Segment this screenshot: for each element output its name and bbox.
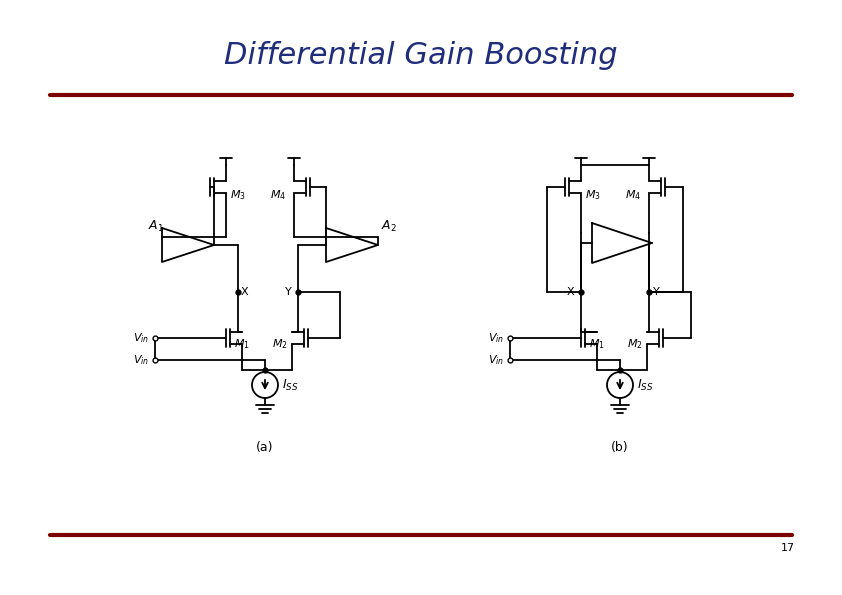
Text: $A_2$: $A_2$ bbox=[381, 219, 397, 234]
Text: $I_{SS}$: $I_{SS}$ bbox=[282, 378, 299, 393]
Text: $M_2$: $M_2$ bbox=[627, 337, 642, 351]
Text: 17: 17 bbox=[781, 543, 795, 553]
Text: X: X bbox=[241, 287, 248, 297]
Text: Differential Gain Boosting: Differential Gain Boosting bbox=[224, 40, 618, 70]
Text: $M_3$: $M_3$ bbox=[230, 188, 246, 202]
Text: $M_1$: $M_1$ bbox=[234, 337, 250, 351]
Text: $M_2$: $M_2$ bbox=[272, 337, 288, 351]
Text: $V_{in}$: $V_{in}$ bbox=[133, 331, 149, 345]
Text: Y: Y bbox=[285, 287, 291, 297]
Text: X: X bbox=[567, 287, 574, 297]
Text: $I_{SS}$: $I_{SS}$ bbox=[637, 378, 653, 393]
Text: Y: Y bbox=[653, 287, 660, 297]
Text: $V_{in}$: $V_{in}$ bbox=[488, 353, 504, 367]
Text: (b): (b) bbox=[611, 441, 629, 455]
Text: $M_4$: $M_4$ bbox=[625, 188, 641, 202]
Text: (a): (a) bbox=[256, 441, 274, 455]
Text: $M_4$: $M_4$ bbox=[270, 188, 286, 202]
Text: $A_1$: $A_1$ bbox=[148, 219, 164, 234]
Text: $M_3$: $M_3$ bbox=[585, 188, 601, 202]
Text: $V_{in}$: $V_{in}$ bbox=[488, 331, 504, 345]
Text: $M_1$: $M_1$ bbox=[589, 337, 605, 351]
Text: $V_{in}$: $V_{in}$ bbox=[133, 353, 149, 367]
